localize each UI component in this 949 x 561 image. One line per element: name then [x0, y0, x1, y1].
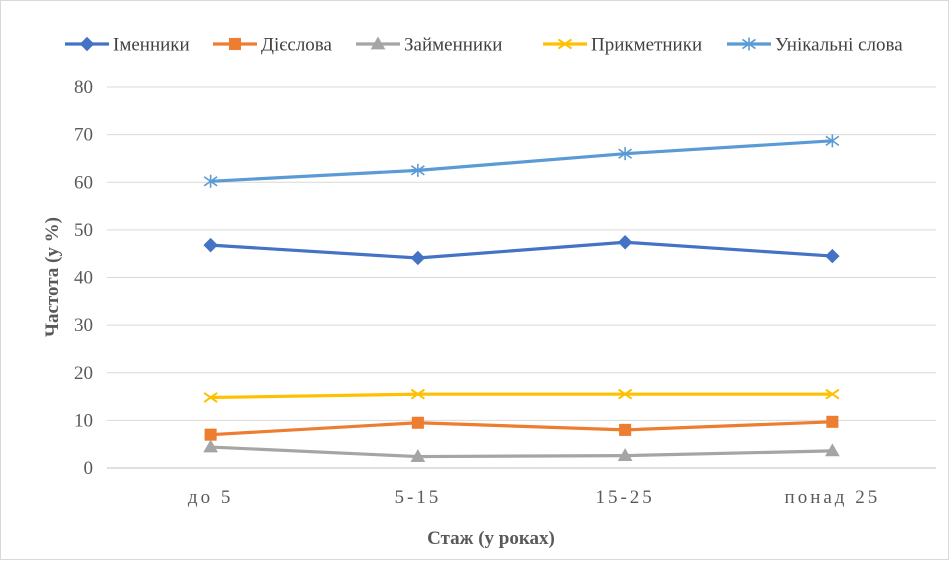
- data-point: [204, 428, 217, 441]
- data-point: [618, 147, 633, 161]
- data-point: [617, 448, 633, 461]
- gridlines: [107, 86, 936, 469]
- legend-marker: [742, 37, 756, 51]
- legend: Іменники Дієслова Займенники Прикметники Уні…: [65, 35, 903, 56]
- legend-item: Займенники: [356, 35, 502, 56]
- x-axis-title: Стаж (у роках): [427, 528, 555, 549]
- y-tick-label: 80: [74, 77, 93, 98]
- series-3: [203, 439, 840, 462]
- legend-label: Унікальні слова: [775, 35, 903, 56]
- y-axis-title: Частота (у %): [42, 217, 63, 337]
- legend-label: Дієслова: [261, 35, 333, 56]
- y-tick-label: 30: [74, 315, 93, 336]
- y-tick-label: 10: [74, 410, 93, 431]
- series-line: [210, 445, 833, 459]
- x-tick-label: 5-15: [394, 487, 441, 508]
- data-point: [410, 388, 425, 400]
- y-tick-label: 70: [74, 125, 93, 146]
- series-4: [203, 388, 840, 403]
- x-tick-label: понад 25: [785, 487, 881, 508]
- data-point: [825, 248, 840, 264]
- series-line: [210, 420, 833, 437]
- x-tick-label: до 5: [188, 487, 233, 508]
- series-line: [210, 240, 833, 260]
- series-2: [204, 415, 839, 441]
- series-5: [203, 134, 840, 188]
- x-tick-labels: до 5 5-15 15-25 понад 25: [188, 487, 881, 508]
- x-tick-label: 15-25: [595, 487, 654, 508]
- legend-item: Дієслова: [213, 35, 333, 56]
- data-point: [203, 237, 218, 253]
- data-point: [825, 388, 840, 400]
- data-point: [619, 423, 632, 436]
- legend-marker: [228, 37, 242, 51]
- data-point: [618, 388, 633, 400]
- legend-label: Займенники: [404, 35, 502, 56]
- data-point: [203, 439, 218, 453]
- data-point: [410, 163, 425, 177]
- data-point: [203, 174, 218, 188]
- legend-label: Іменники: [113, 35, 190, 56]
- legend-label: Прикметники: [591, 35, 702, 56]
- data-point: [410, 250, 426, 266]
- legend-marker: [370, 36, 386, 50]
- legend-item: Унікальні слова: [727, 35, 903, 56]
- y-tick-label: 0: [84, 458, 94, 479]
- series-group: [203, 134, 840, 462]
- data-point: [825, 134, 840, 148]
- legend-item: Іменники: [65, 35, 190, 56]
- y-tick-label: 50: [74, 220, 93, 241]
- data-point: [826, 415, 839, 428]
- data-point: [410, 449, 426, 462]
- legend-item: Прикметники: [543, 35, 702, 56]
- y-tick-label: 40: [74, 268, 93, 289]
- y-tick-label: 20: [74, 363, 93, 384]
- data-point: [203, 392, 218, 403]
- data-point: [825, 443, 840, 457]
- series-line: [210, 139, 833, 183]
- series-1: [203, 235, 840, 266]
- legend-marker: [557, 38, 573, 50]
- series-line: [210, 392, 833, 400]
- legend-marker: [79, 36, 95, 52]
- data-point: [617, 235, 633, 250]
- data-point: [411, 416, 424, 429]
- y-tick-label: 60: [74, 172, 93, 193]
- y-tick-labels: 0 10 20 30 40 50 60 70 80: [74, 77, 93, 479]
